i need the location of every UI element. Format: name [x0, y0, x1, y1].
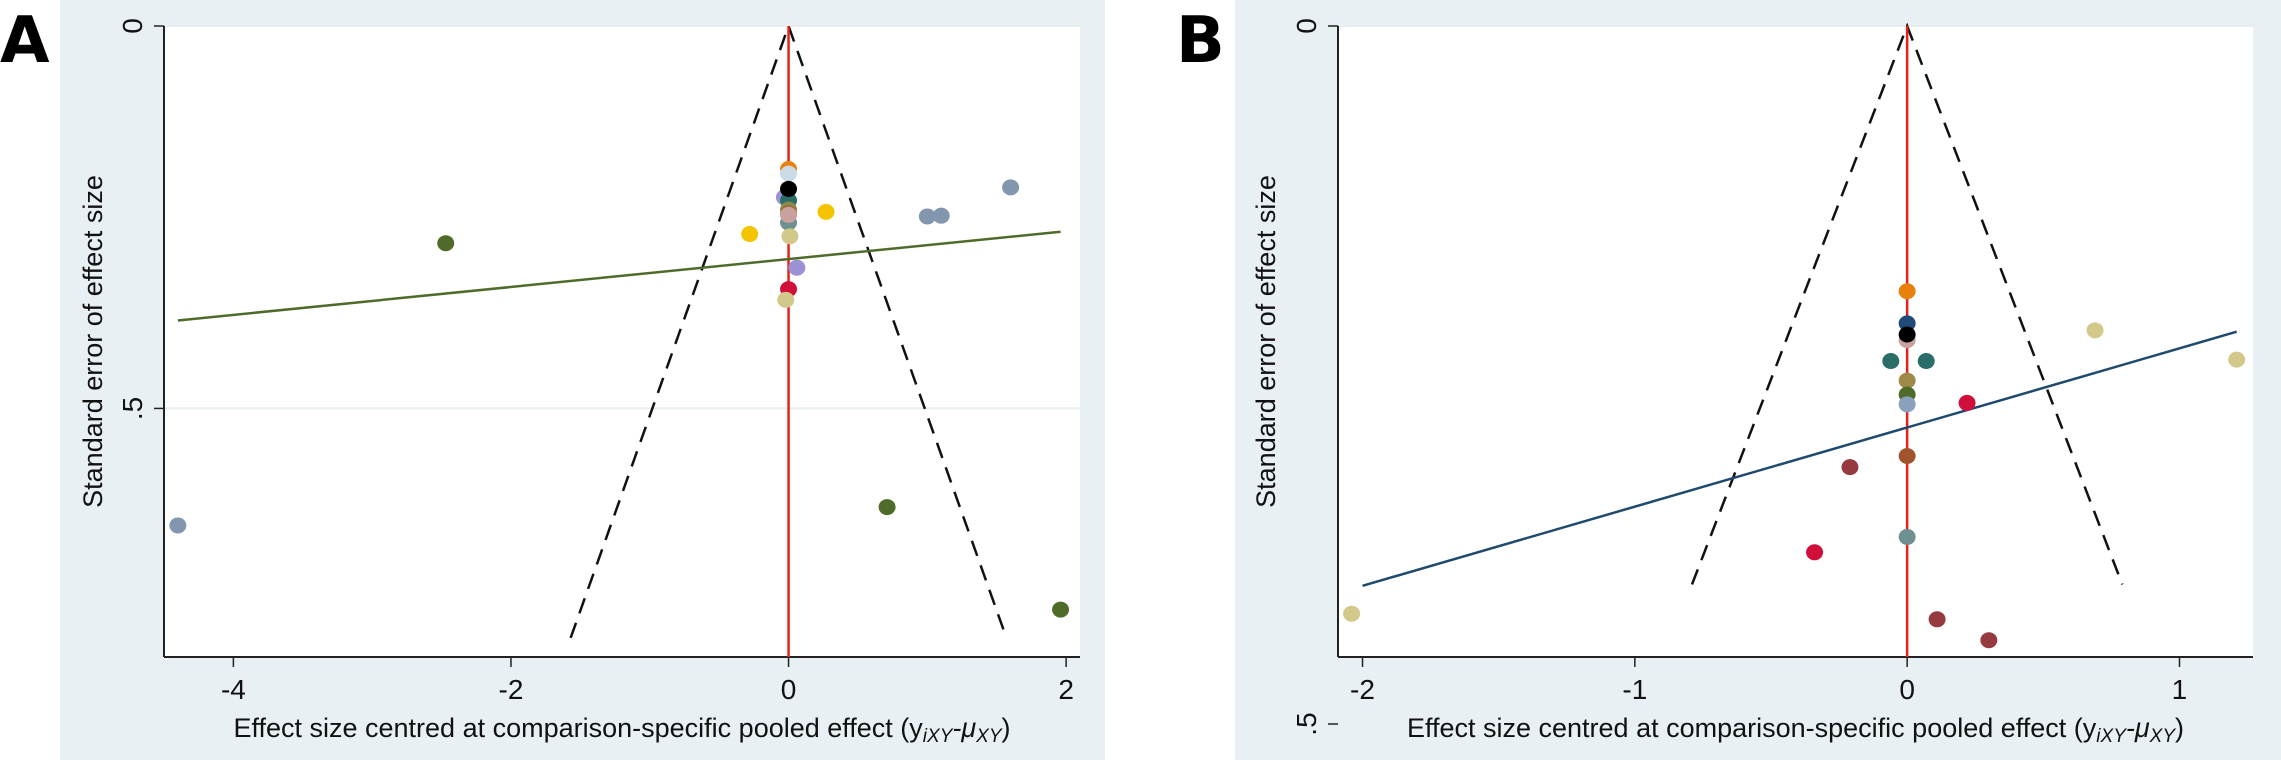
data-point: [1841, 459, 1859, 476]
y-tick-label: 0: [117, 18, 148, 34]
x-axis-title-part: Effect size centred at comparison-specif…: [233, 713, 923, 743]
plot-area: [164, 26, 1080, 657]
x-tick-label: 0: [781, 674, 797, 705]
data-point: [780, 165, 798, 182]
panel-label: B: [1176, 4, 1225, 78]
funnel-boundary: [569, 22, 1008, 639]
x-tick-label: -2: [1350, 674, 1375, 705]
x-axis-title-part: Effect size centred at comparison-specif…: [1407, 713, 2097, 743]
x-tick-label: 0: [1899, 674, 1915, 705]
x-tick-label: 2: [1058, 674, 1074, 705]
y-tick-label: .5: [117, 397, 148, 420]
panel-b: B 0 .5 -2 -1 0 1 Effect size centred at compari…: [1176, 0, 2281, 760]
data-point: [781, 228, 799, 245]
data-point: [1898, 447, 1916, 464]
data-point: [1898, 283, 1916, 300]
data-point: [1928, 611, 1946, 628]
x-tick-label: -1: [1622, 674, 1647, 705]
x-tick-label: -2: [499, 674, 524, 705]
x-tick-label: -4: [221, 674, 246, 705]
data-point: [780, 180, 798, 197]
data-point: [1806, 544, 1824, 561]
data-point: [918, 208, 936, 225]
y-axis-title: Standard error of effect size: [1251, 175, 1281, 508]
data-point: [1882, 353, 1900, 370]
data-point: [437, 235, 455, 252]
data-point: [1898, 372, 1916, 389]
data-point: [1898, 326, 1916, 343]
y-tick-label: 0: [1291, 18, 1322, 34]
x-axis-title-part: XY: [975, 726, 1003, 747]
data-point: [780, 206, 798, 223]
data-point: [932, 207, 950, 224]
data-point: [1898, 396, 1916, 413]
data-point: [788, 259, 806, 276]
data-point: [1343, 605, 1361, 622]
x-axis-title-part: ): [2175, 713, 2184, 743]
panel-a: A 0 .5 -4 -2 0 2 Effect size centred at compari…: [0, 0, 1105, 760]
data-point: [1980, 632, 1998, 649]
x-axis-title-part: ): [1002, 713, 1011, 743]
regression-line: [1362, 330, 2238, 588]
data-point: [1052, 601, 1070, 618]
y-tick-label: .5: [1291, 712, 1322, 735]
data-point: [878, 499, 896, 516]
y-axis-title: Standard error of effect size: [78, 175, 108, 508]
data-point: [1002, 179, 1020, 196]
plot-area: [1338, 26, 2253, 657]
x-axis-title-part: -μ: [2126, 713, 2150, 743]
panel-label: A: [0, 4, 50, 78]
data-point: [1898, 315, 1916, 332]
data-point: [1898, 528, 1916, 545]
data-point: [2228, 351, 2246, 368]
data-point: [817, 203, 835, 220]
x-axis-title-part: -μ: [952, 713, 976, 743]
x-axis-title-part: iXY: [923, 726, 954, 747]
x-tick-label: 1: [2172, 674, 2188, 705]
data-point: [1917, 353, 1935, 370]
x-axis-title-part: iXY: [2096, 726, 2127, 747]
x-axis-title: Effect size centred at comparison-specif…: [1407, 713, 2184, 747]
data-point: [2086, 322, 2104, 339]
data-point: [169, 517, 187, 534]
regression-line: [177, 230, 1061, 322]
x-axis-title: Effect size centred at comparison-specif…: [233, 713, 1010, 747]
x-axis-title-part: XY: [2149, 726, 2177, 747]
data-point: [1958, 394, 1976, 411]
data-point: [777, 291, 795, 308]
data-point: [741, 226, 759, 243]
